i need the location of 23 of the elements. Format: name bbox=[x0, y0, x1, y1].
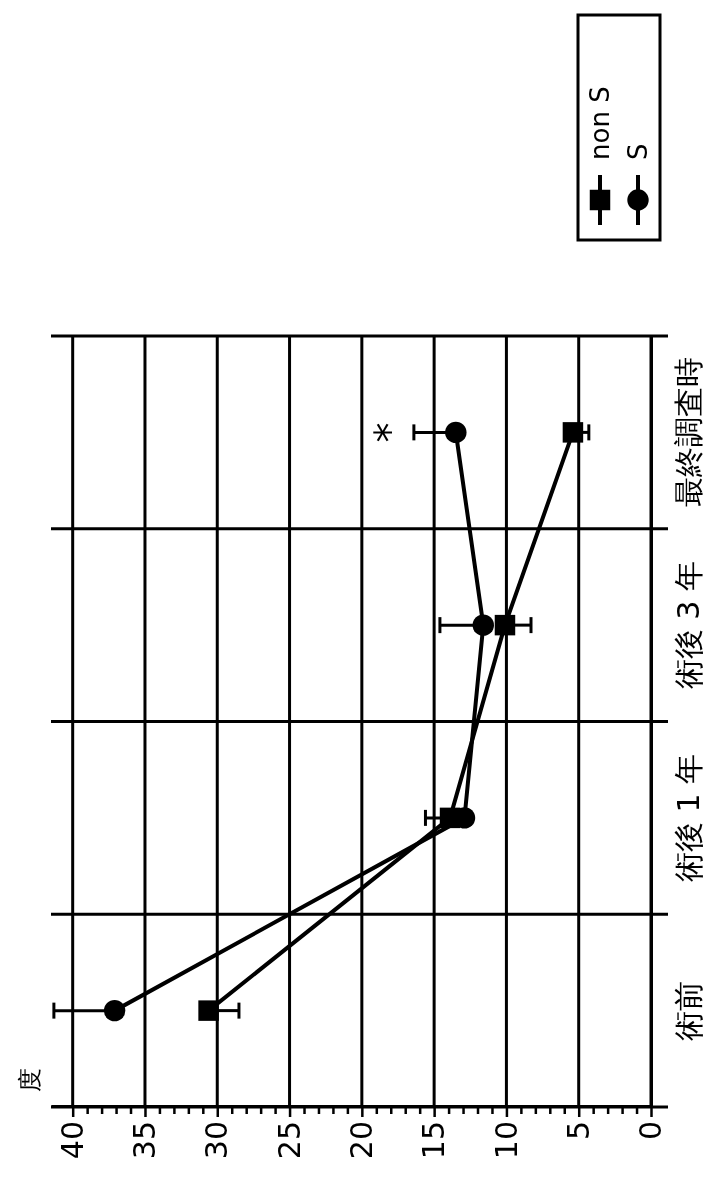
point bbox=[103, 999, 126, 1022]
y-tick-label: 最終調査時 bbox=[671, 357, 706, 508]
x-tick-label: 0 bbox=[633, 1121, 669, 1141]
point bbox=[562, 422, 584, 443]
x-tick-label: 15 bbox=[416, 1121, 452, 1160]
x-tick-label: 40 bbox=[54, 1121, 90, 1160]
y-tick-label: 術前 bbox=[671, 980, 706, 1041]
text: S bbox=[623, 143, 654, 160]
annotation: * bbox=[367, 422, 413, 443]
x-tick-label: 20 bbox=[343, 1121, 379, 1160]
text: 度 bbox=[16, 1068, 45, 1092]
text: non S bbox=[585, 86, 616, 160]
point bbox=[494, 614, 516, 636]
x-tick-label: 10 bbox=[488, 1121, 524, 1160]
x-tick-label: 30 bbox=[199, 1121, 235, 1160]
x-tick-label: 5 bbox=[560, 1121, 596, 1141]
y-tick-label: 術後 1 年 bbox=[671, 753, 706, 882]
x-tick-label: 25 bbox=[271, 1121, 307, 1160]
point bbox=[198, 1000, 219, 1021]
y-tick-label: 術後 3 年 bbox=[671, 561, 706, 690]
x-tick-label: 35 bbox=[127, 1121, 163, 1160]
point bbox=[472, 614, 494, 636]
point bbox=[445, 421, 467, 444]
